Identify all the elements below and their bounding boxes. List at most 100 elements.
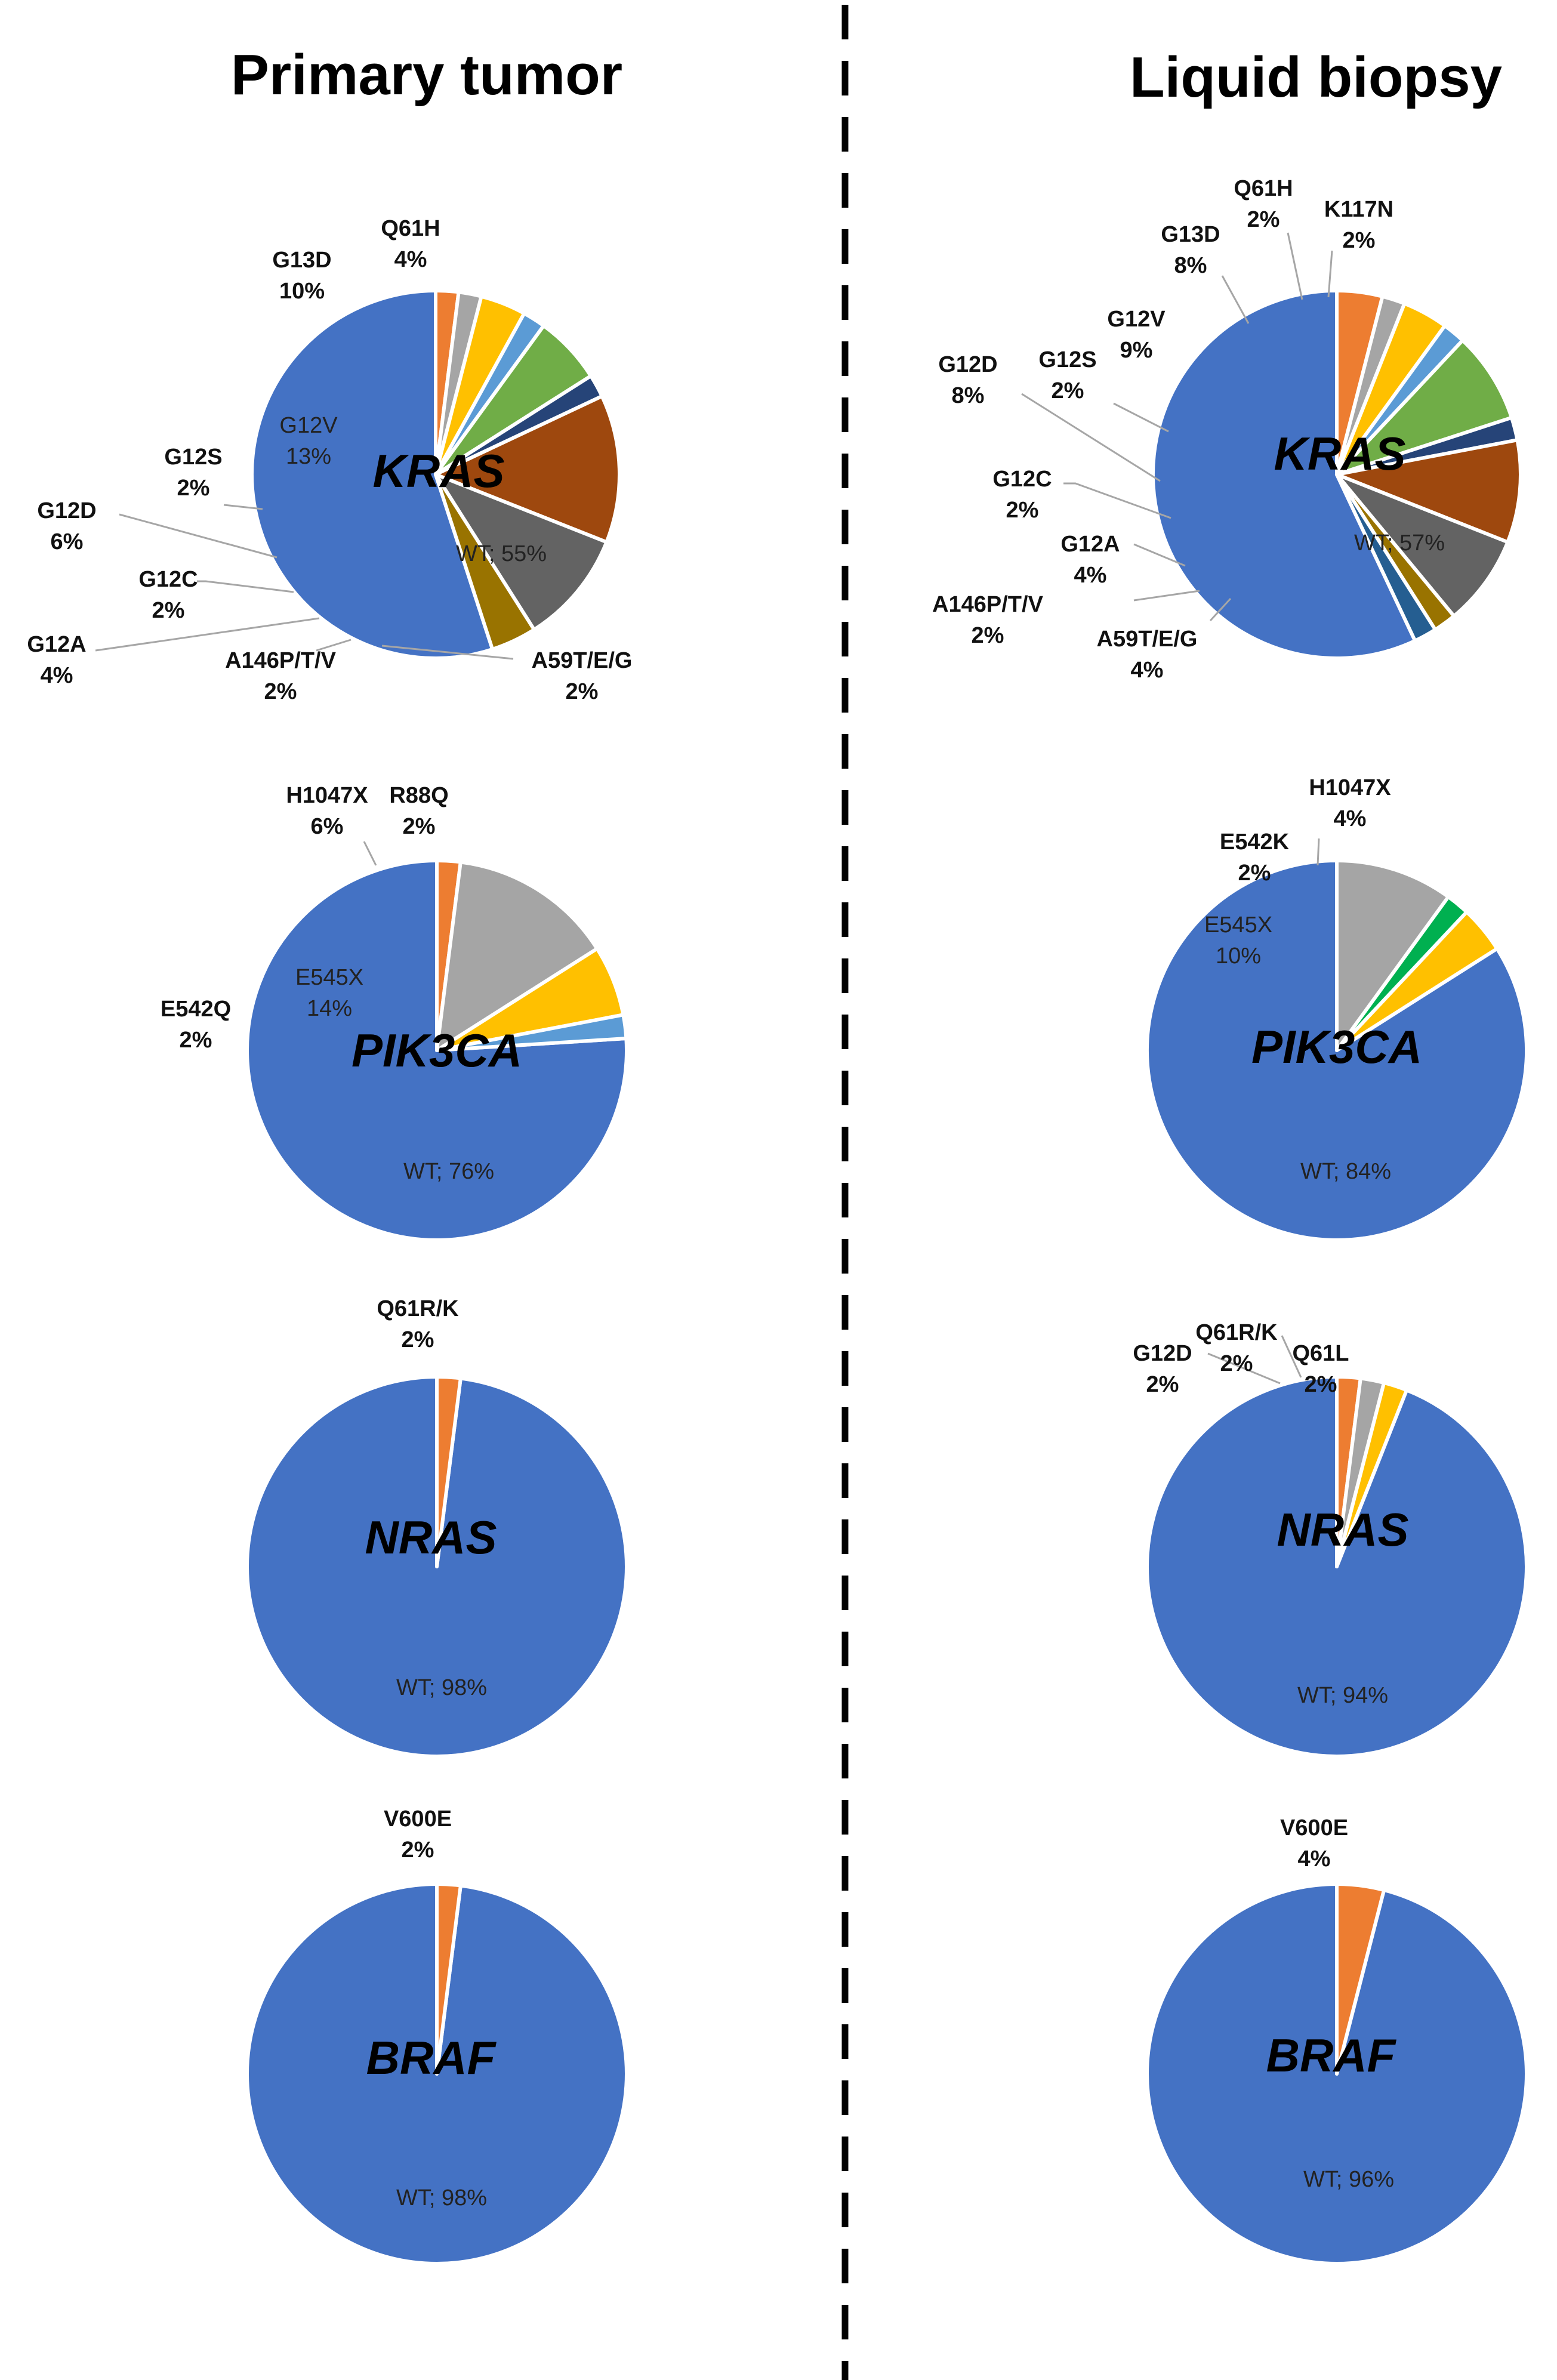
wt-label: WT; 76% xyxy=(403,1159,494,1184)
leader-line-h1047x xyxy=(363,841,377,866)
slice-g12v xyxy=(1335,438,1522,544)
data-label-g12d-pct: 8% xyxy=(952,383,985,408)
slice-wt xyxy=(1151,289,1417,660)
pie-kras-primary-tumor: KRAS WT; 55% A59T/E/G 2% A146P/T/V 2% G12A 4% G1… xyxy=(27,216,632,704)
wt-label: WT; 84% xyxy=(1300,1159,1391,1184)
data-label-g12a: G12A xyxy=(1060,532,1120,557)
data-label-g12d: G12D xyxy=(37,498,96,523)
leader-line-a146p-t-v xyxy=(316,639,352,652)
leader-line-g12a xyxy=(95,617,320,652)
data-label-e542k-pct: 2% xyxy=(1238,861,1271,886)
slice-e545x xyxy=(435,860,599,1052)
data-label-g12c: G12C xyxy=(138,567,198,592)
data-label-e542q-pct: 2% xyxy=(180,1028,212,1053)
leader-line-g12c xyxy=(197,580,294,593)
data-label-v600e: V600E xyxy=(1280,1815,1348,1841)
data-label-g12a: G12A xyxy=(27,632,86,657)
slice-wt xyxy=(250,289,495,660)
gene-label: PIK3CA xyxy=(352,1024,522,1077)
pie-pik3ca-primary-tumor: PIK3CA WT; 76% E542Q 2% E545X 14% H1047X 6% R88Q… xyxy=(161,783,628,1242)
data-label-a59t-e-g-pct: 4% xyxy=(1131,658,1164,683)
slice-v600e xyxy=(435,1882,463,2076)
pie-nras-primary-tumor: NRAS WT; 98% Q61R/K 2% xyxy=(245,1296,628,1758)
leader-line-g12d xyxy=(1207,1352,1281,1385)
data-label-g12v-pct: 9% xyxy=(1120,338,1153,363)
slice-g13d xyxy=(434,473,609,632)
wt-label: WT; 94% xyxy=(1297,1683,1388,1708)
data-label-e545x: E545X xyxy=(1204,912,1272,938)
data-label-g12s-pct: 2% xyxy=(1052,378,1084,403)
data-label-g12a-pct: 4% xyxy=(1074,563,1107,588)
pie-braf-liquid-biopsy: BRAF WT; 96% V600E 4% xyxy=(1145,1815,1528,2265)
data-label-k117n-pct: 2% xyxy=(1343,228,1376,253)
leader-line-g12d xyxy=(119,513,278,559)
data-label-r88q: R88Q xyxy=(389,783,448,808)
leader-line-q61r-k xyxy=(1281,1335,1302,1378)
data-label-q61h: Q61H xyxy=(381,216,440,241)
pie-braf-primary-tumor: BRAF WT; 98% V600E 2% xyxy=(245,1806,628,2265)
pie-charts: KRAS WT; 55% A59T/E/G 2% A146P/T/V 2% G12A 4% G1… xyxy=(27,176,1528,2265)
data-label-g12v: G12V xyxy=(279,413,338,438)
leader-line-g12d xyxy=(1021,393,1161,482)
data-label-g12d: G12D xyxy=(1133,1341,1192,1366)
slice-q61h xyxy=(434,473,537,651)
data-label-e545x: E545X xyxy=(295,965,363,990)
data-label-k117n: K117N xyxy=(1324,197,1393,222)
gene-label: NRAS xyxy=(1277,1503,1408,1556)
data-label-a59t-e-g: A59T/E/G xyxy=(532,648,633,673)
data-label-e542q: E542Q xyxy=(161,997,231,1022)
gene-label: BRAF xyxy=(366,2031,497,2084)
data-label-h1047x-pct: 6% xyxy=(311,814,344,839)
pie-pik3ca-liquid-biopsy: PIK3CA WT; 84% E545X 10% E542K 2% H1047X 4% xyxy=(1145,775,1528,1242)
data-label-h1047x-pct: 4% xyxy=(1334,806,1367,831)
data-label-g12d: G12D xyxy=(938,352,997,377)
wt-label: WT; 98% xyxy=(396,2185,487,2211)
data-label-g13d-pct: 8% xyxy=(1174,253,1207,278)
data-label-q61l-pct: 2% xyxy=(1305,1372,1337,1397)
leader-line-g12a xyxy=(1133,543,1186,567)
pie-kras-liquid-biopsy: KRAS WT; 57% A59T/E/G 4% A146P/T/V 2% G12A 4% G1… xyxy=(932,176,1522,683)
gene-label: KRAS xyxy=(372,445,504,497)
data-label-g12s-pct: 2% xyxy=(177,476,210,501)
data-label-a146p-t-v-pct: 2% xyxy=(972,623,1004,648)
data-label-g13d-pct: 10% xyxy=(279,279,325,304)
data-label-g12d-pct: 6% xyxy=(51,529,84,554)
wt-label: WT; 96% xyxy=(1303,2167,1394,2192)
data-label-v600e-pct: 4% xyxy=(1298,1846,1331,1872)
data-label-e542k: E542K xyxy=(1220,830,1290,855)
slice-q61l xyxy=(1335,1380,1409,1568)
data-label-v600e-pct: 2% xyxy=(402,1838,434,1863)
data-label-g13d: G13D xyxy=(1161,222,1220,247)
data-label-a146p-t-v: A146P/T/V xyxy=(932,592,1044,617)
data-label-g13d: G13D xyxy=(272,248,331,273)
data-label-g12s: G12S xyxy=(1038,347,1096,372)
data-label-a59t-e-g: A59T/E/G xyxy=(1097,627,1198,652)
leader-line-k117n xyxy=(1327,250,1333,298)
pie-nras-liquid-biopsy: NRAS WT; 94% G12D 2% Q61R/K 2% Q61L 2% xyxy=(1133,1320,1528,1758)
slice-e545x xyxy=(1335,859,1450,1052)
heading-liquid-biopsy: Liquid biopsy xyxy=(1130,45,1502,109)
data-label-g12c: G12C xyxy=(992,467,1052,492)
gene-label: NRAS xyxy=(365,1511,497,1564)
leader-line-g12s xyxy=(1113,402,1169,433)
data-label-q61r-k-pct: 2% xyxy=(402,1327,434,1352)
data-label-h1047x: H1047X xyxy=(286,783,368,808)
slice-g13d xyxy=(1335,473,1510,618)
wt-label: WT; 55% xyxy=(456,541,547,566)
wt-label: WT; 98% xyxy=(396,1675,487,1700)
data-label-g12a-pct: 4% xyxy=(41,663,73,688)
data-label-q61h-pct: 4% xyxy=(394,247,427,272)
gene-label: KRAS xyxy=(1274,427,1405,480)
data-label-e545x-pct: 14% xyxy=(307,996,352,1021)
data-label-a146p-t-v: A146P/T/V xyxy=(225,648,337,673)
data-label-q61l: Q61L xyxy=(1292,1341,1349,1366)
wt-label: WT; 57% xyxy=(1354,531,1445,556)
leader-line-q61h xyxy=(1287,232,1303,300)
slice-g12v xyxy=(434,394,621,544)
data-label-q61r-k: Q61R/K xyxy=(1195,1320,1278,1345)
leader-line-g12s xyxy=(223,504,263,510)
leader-line-a146p-t-v xyxy=(1133,590,1200,602)
data-label-v600e: V600E xyxy=(384,1806,452,1832)
leader-line-h1047x xyxy=(1316,838,1320,866)
